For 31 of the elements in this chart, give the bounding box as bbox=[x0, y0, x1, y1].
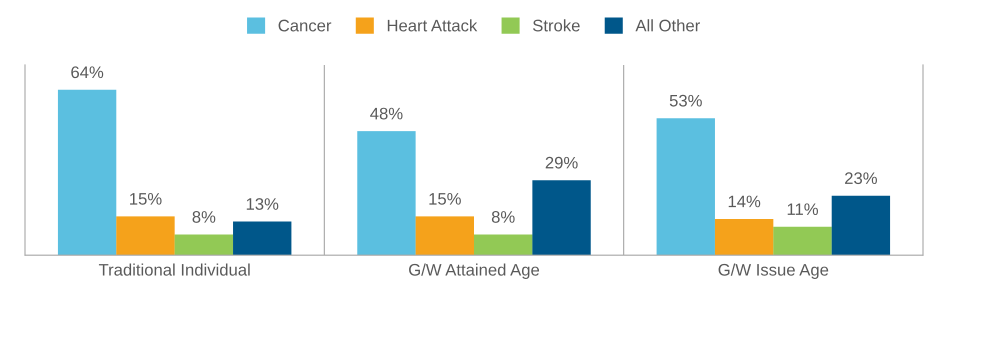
data-label: 15% bbox=[429, 193, 461, 205]
bar bbox=[656, 118, 715, 256]
bar bbox=[233, 222, 292, 256]
legend-label: Cancer bbox=[278, 20, 332, 32]
bar bbox=[174, 234, 234, 256]
bar bbox=[532, 180, 591, 256]
legend-label: All Other bbox=[635, 19, 700, 32]
data-label: 13% bbox=[246, 198, 278, 210]
legend-label: Stroke bbox=[533, 19, 580, 32]
data-label: 64% bbox=[71, 66, 104, 78]
x-tick-label: G/W Attained Age bbox=[409, 263, 540, 279]
bar bbox=[58, 90, 116, 256]
bar bbox=[714, 218, 774, 256]
bar bbox=[357, 131, 416, 256]
data-label: 11% bbox=[788, 203, 818, 216]
bar bbox=[116, 216, 175, 256]
x-tick-label: G/W Issue Age bbox=[718, 263, 828, 279]
data-label: 8% bbox=[492, 211, 515, 223]
data-label: 48% bbox=[370, 108, 403, 120]
x-tick-label: Traditional Individual bbox=[98, 263, 250, 276]
data-label: 8% bbox=[192, 211, 216, 223]
data-label: 14% bbox=[728, 196, 760, 208]
data-label: 29% bbox=[546, 156, 578, 169]
data-label: 15% bbox=[130, 193, 162, 205]
bar bbox=[773, 226, 832, 256]
bar bbox=[416, 216, 474, 256]
data-label: 53% bbox=[670, 94, 702, 107]
data-label: 23% bbox=[845, 172, 877, 184]
bar bbox=[474, 234, 532, 256]
bar bbox=[832, 196, 890, 256]
legend-label: Heart Attack bbox=[388, 19, 478, 32]
